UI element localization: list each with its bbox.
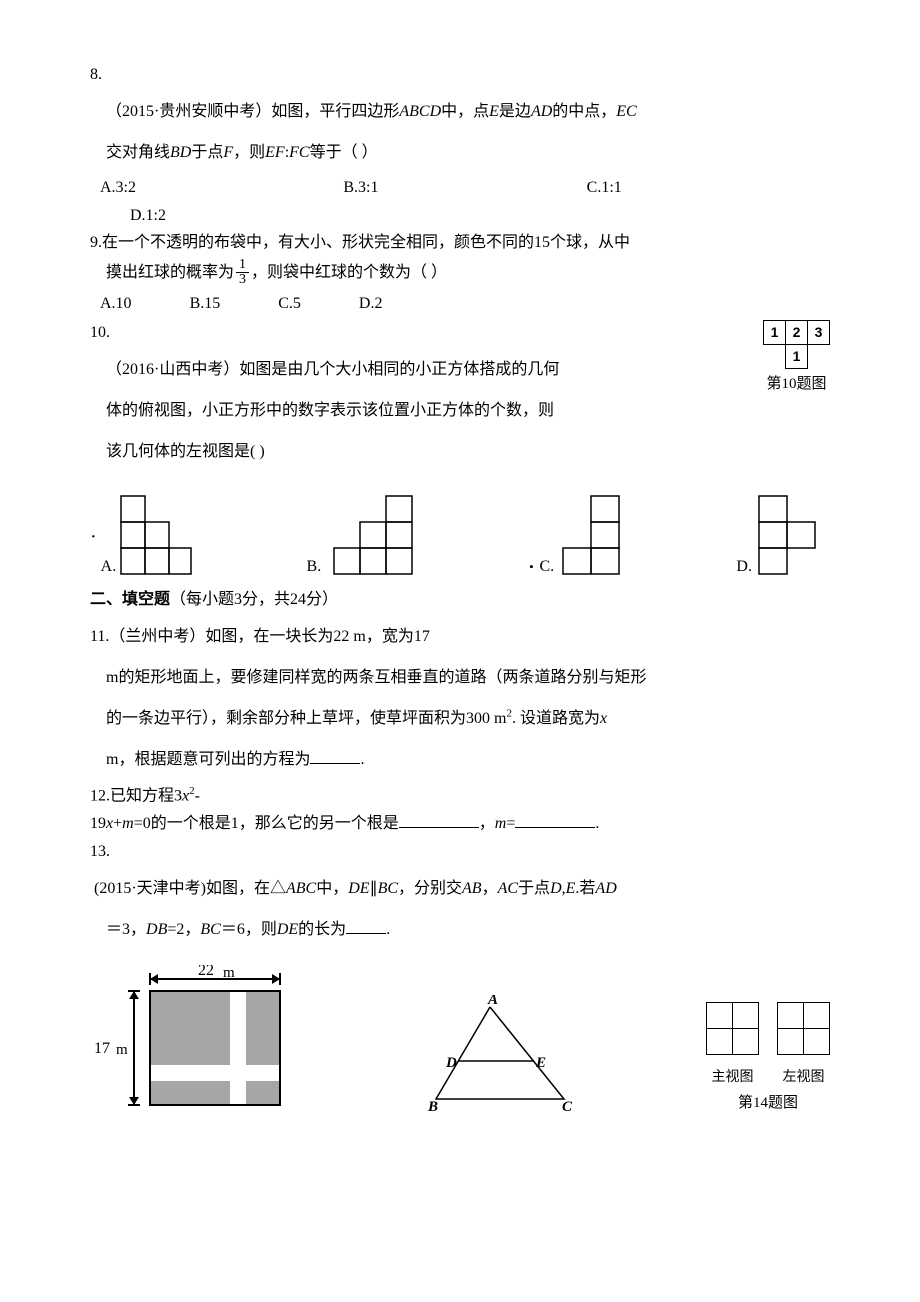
q8-option-a: A.3:2	[100, 176, 335, 200]
q13-line2: ＝3，DB=2，BC＝6，则DE的长为.	[90, 912, 830, 947]
q8-option-c: C.1:1	[587, 176, 822, 200]
svg-text:A: A	[487, 995, 498, 1008]
q13-number: 13.	[90, 843, 110, 860]
q10-line1: （2016·山西中考）如图是由几个大小相同的小正方体搭成的几何	[90, 352, 830, 387]
question-12: 12.已知方程3x2- 19x+m=0的一个根是1，那么它的另一个根是，m=.	[90, 783, 830, 837]
q9-options: A.10 B.15 C.5 D.2	[100, 292, 830, 316]
q10-option-c: ▪ C.	[530, 495, 623, 579]
shape-c-icon	[558, 495, 622, 579]
question-9: 9.在一个不透明的布袋中，有大小、形状完全相同，颜色不同的15个球，从中 摸出红…	[90, 230, 830, 316]
question-13: 13. (2015·天津中考)如图，在△ABC中，DE∥BC，分别交AB，AC于…	[90, 839, 830, 947]
q10-line3: 该几何体的左视图是( )	[90, 434, 830, 469]
q11-line2: m的矩形地面上，要修建同样宽的两条互相垂直的道路（两条道路分别与矩形	[90, 660, 830, 695]
q9-option-a: A.10	[100, 292, 132, 316]
q10-option-a: · A.	[100, 495, 192, 579]
q10-number: 10.	[90, 324, 110, 341]
question-10: 123 1 第10题图 10. （2016·山西中考）如图是由几个大小相同的小正…	[90, 320, 830, 579]
q9-line2: 摸出红球的概率为13，则袋中红球的个数为（ ）	[90, 258, 830, 288]
q14-main-label: 主视图	[706, 1067, 759, 1088]
section-2-header: 二、填空题（每小题3分，共24分）	[90, 587, 830, 613]
q10-options-shapes: · A. B.	[100, 495, 820, 579]
height-label: 17	[94, 1040, 110, 1057]
q11-line4: m，根据题意可列出的方程为.	[90, 742, 830, 777]
q8-line2: 交对角线BD于点F，则EF:FC等于（ ）	[90, 135, 830, 170]
question-11: 11.（兰州中考）如图，在一块长为22 m，宽为17 m的矩形地面上，要修建同样…	[90, 619, 830, 778]
small-square-icon: ▪	[530, 559, 534, 576]
section-2-title: 二、填空题	[90, 591, 170, 608]
shape-d-icon	[756, 495, 820, 579]
q9-option-d: D.2	[359, 292, 383, 316]
q11-number: 11.	[90, 628, 109, 645]
q13-line1: (2015·天津中考)如图，在△ABC中，DE∥BC，分别交AB，AC于点D,E…	[90, 871, 830, 906]
q8-line1: （2015·贵州安顺中考）如图，平行四边形ABCD中，点E是边AD的中点，EC	[90, 94, 830, 129]
q9-number: 9.	[90, 234, 102, 251]
q10-top-view-table: 123 1	[763, 320, 830, 369]
triangle-diagram-icon: A D E B C	[418, 995, 578, 1115]
q10-figure: 123 1 第10题图	[763, 320, 830, 396]
road-diagram-icon: 22 m 17 m	[90, 965, 290, 1115]
q14-figure: 主视图 左视图 第14题图	[706, 1002, 830, 1115]
q11-line3: 的一条边平行），剩余部分种上草坪，使草坪面积为300 m2. 设道路宽为x	[90, 701, 830, 736]
q8-option-d: D.1:2	[130, 204, 830, 228]
svg-text:B: B	[427, 1099, 438, 1115]
q9-line1: 在一个不透明的布袋中，有大小、形状完全相同，颜色不同的15个球，从中	[102, 234, 630, 251]
svg-text:m: m	[223, 965, 235, 981]
q8-number: 8.	[90, 66, 102, 83]
q10-figure-caption: 第10题图	[763, 373, 830, 396]
svg-text:C: C	[562, 1099, 573, 1115]
q12-blank-1	[399, 812, 479, 828]
q12-line2: 19x+m=0的一个根是1，那么它的另一个根是，m=.	[90, 811, 830, 837]
question-8: 8. （2015·贵州安顺中考）如图，平行四边形ABCD中，点E是边AD的中点，…	[90, 62, 830, 228]
svg-text:E: E	[535, 1055, 546, 1071]
dot-icon: ·	[90, 522, 97, 552]
q10-option-d: D.	[736, 495, 820, 579]
fraction-one-third: 13	[236, 258, 249, 288]
q14-main-view: 主视图	[706, 1002, 759, 1088]
shape-a-icon	[120, 495, 192, 579]
q11-blank	[310, 748, 360, 764]
q9-option-c: C.5	[278, 292, 301, 316]
svg-text:m: m	[116, 1042, 128, 1058]
q9-option-b: B.15	[190, 292, 221, 316]
q10-option-b: B.	[307, 495, 416, 579]
q13-figure: A D E B C	[418, 995, 578, 1115]
width-label: 22	[198, 965, 214, 979]
q12-blank-2	[515, 812, 595, 828]
q14-caption: 第14题图	[706, 1092, 830, 1115]
section-2-note: （每小题3分，共24分）	[170, 591, 338, 608]
svg-text:D: D	[445, 1055, 457, 1071]
q10-line2: 体的俯视图，小正方形中的数字表示该位置小正方体的个数，则	[90, 393, 830, 428]
q14-left-view: 左视图	[777, 1002, 830, 1088]
q8-options: A.3:2 B.3:1 C.1:1	[100, 176, 830, 200]
bottom-figures-row: 22 m 17 m A D E	[90, 965, 830, 1115]
q11-line1: （兰州中考）如图，在一块长为22 m，宽为17	[109, 628, 429, 645]
q11-figure: 22 m 17 m	[90, 965, 290, 1115]
q13-blank	[346, 918, 386, 934]
q8-option-b: B.3:1	[343, 176, 578, 200]
q12-number: 12.	[90, 788, 110, 805]
shape-b-icon	[325, 495, 415, 579]
q14-left-label: 左视图	[777, 1067, 830, 1088]
